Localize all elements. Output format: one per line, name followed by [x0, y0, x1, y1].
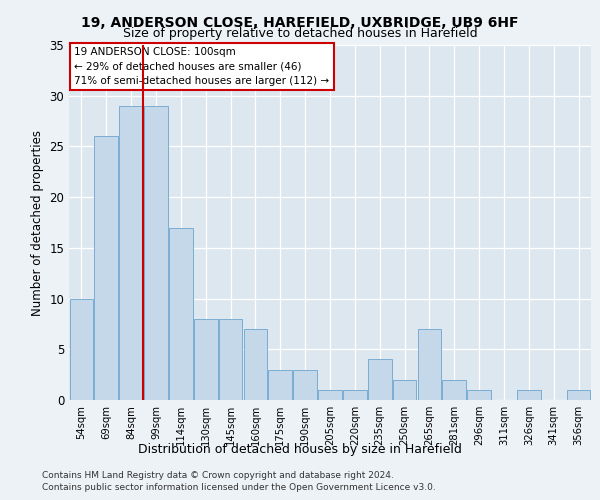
Bar [94, 136, 118, 400]
Text: Distribution of detached houses by size in Harefield: Distribution of detached houses by size … [138, 442, 462, 456]
Bar [169, 228, 193, 400]
Bar [70, 298, 93, 400]
Bar [467, 390, 491, 400]
Bar [517, 390, 541, 400]
Bar [268, 370, 292, 400]
Text: Contains public sector information licensed under the Open Government Licence v3: Contains public sector information licen… [42, 482, 436, 492]
Bar [244, 329, 267, 400]
Bar [393, 380, 416, 400]
Bar [119, 106, 143, 400]
Y-axis label: Number of detached properties: Number of detached properties [31, 130, 44, 316]
Bar [343, 390, 367, 400]
Bar [293, 370, 317, 400]
Text: Size of property relative to detached houses in Harefield: Size of property relative to detached ho… [122, 28, 478, 40]
Text: 19, ANDERSON CLOSE, HAREFIELD, UXBRIDGE, UB9 6HF: 19, ANDERSON CLOSE, HAREFIELD, UXBRIDGE,… [81, 16, 519, 30]
Bar [567, 390, 590, 400]
Bar [368, 360, 392, 400]
Bar [144, 106, 168, 400]
Bar [442, 380, 466, 400]
Text: 19 ANDERSON CLOSE: 100sqm
← 29% of detached houses are smaller (46)
71% of semi-: 19 ANDERSON CLOSE: 100sqm ← 29% of detac… [74, 47, 329, 86]
Bar [194, 319, 218, 400]
Bar [318, 390, 342, 400]
Text: Contains HM Land Registry data © Crown copyright and database right 2024.: Contains HM Land Registry data © Crown c… [42, 471, 394, 480]
Bar [418, 329, 441, 400]
Bar [219, 319, 242, 400]
